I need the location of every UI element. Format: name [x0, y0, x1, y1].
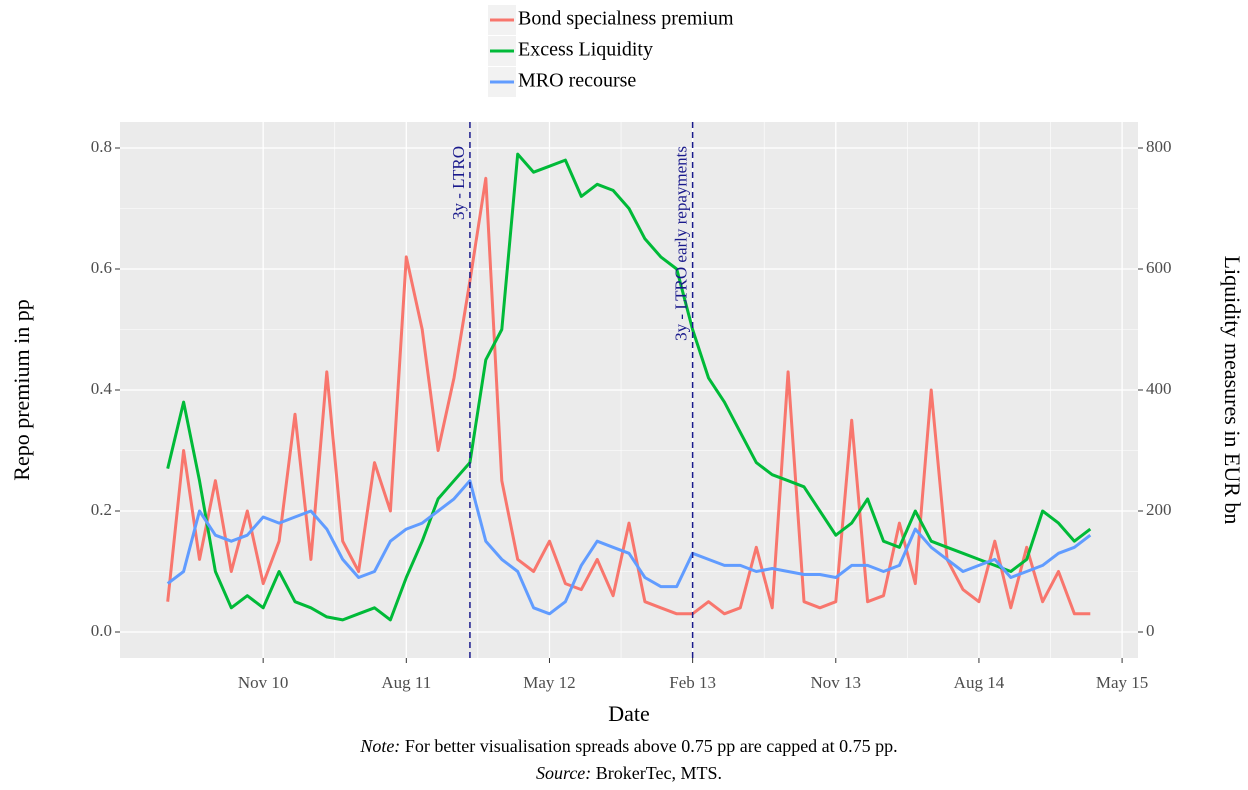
legend-label: Bond specialness premium	[518, 8, 734, 30]
x-tick-label: May 12	[523, 673, 575, 692]
x-tick-label: Feb 13	[669, 673, 716, 692]
x-tick-label: May 15	[1096, 673, 1148, 692]
source: Source: BrokerTec, MTS.	[536, 763, 722, 783]
y-tick-label: 0.0	[91, 621, 112, 640]
y2-tick-label: 0	[1146, 621, 1155, 640]
event-label: 3y - LTRO early repayments	[672, 146, 691, 341]
x-tick-label: Aug 11	[381, 673, 431, 692]
y-tick-label: 0.8	[91, 137, 112, 156]
x-axis-title: Date	[608, 701, 650, 726]
y-axis-title: Repo premium in pp	[9, 299, 34, 480]
note: Note: For better visualisation spreads a…	[359, 736, 897, 756]
x-tick-label: Aug 14	[954, 673, 1005, 692]
y2-axis-title: Liquidity measures in EUR bn	[1220, 256, 1245, 525]
y2-tick-label: 800	[1146, 137, 1172, 156]
note-text: For better visualisation spreads above 0…	[405, 736, 898, 756]
legend-label: MRO recourse	[518, 70, 636, 92]
series-line	[166, 479, 1092, 616]
x-tick-label: Nov 10	[238, 673, 289, 692]
source-text: BrokerTec, MTS.	[596, 763, 722, 783]
y2-tick-label: 600	[1146, 258, 1172, 277]
event-label: 3y - LTRO	[449, 146, 468, 220]
x-tick-label: Nov 13	[811, 673, 862, 692]
y2-tick-label: 400	[1146, 379, 1172, 398]
series-line	[166, 152, 1092, 622]
y-tick-label: 0.2	[91, 500, 112, 519]
y2-tick-label: 200	[1146, 500, 1172, 519]
y-tick-label: 0.6	[91, 258, 112, 277]
legend-label: Excess Liquidity	[518, 39, 653, 61]
y-tick-label: 0.4	[91, 379, 113, 398]
source-label: Source:	[536, 763, 591, 783]
series-line	[166, 176, 1091, 616]
note-label: Note:	[359, 736, 400, 756]
